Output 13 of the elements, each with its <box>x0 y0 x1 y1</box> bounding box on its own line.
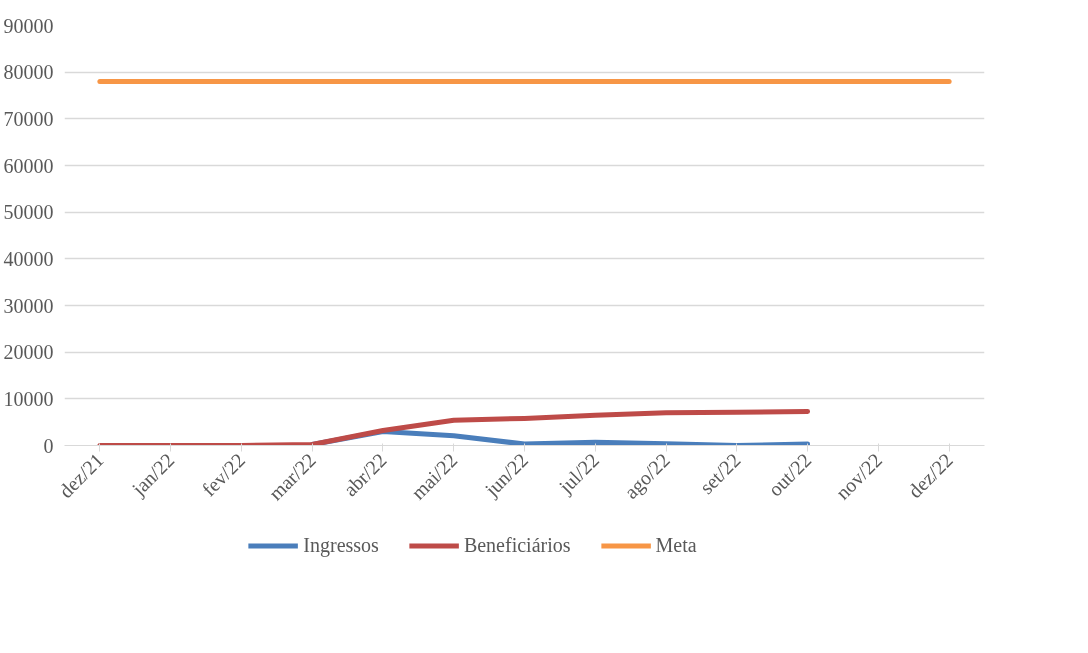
legend-label: Meta <box>655 533 697 557</box>
legend-label: Beneficiários <box>463 533 571 557</box>
y-tick-label: 40000 <box>3 247 54 270</box>
y-tick-label: 20000 <box>3 341 54 364</box>
y-tick-label: 10000 <box>3 387 54 410</box>
y-tick-label: 30000 <box>3 294 54 317</box>
y-tick-label: 70000 <box>3 107 54 130</box>
y-tick-label: 0 <box>43 434 54 457</box>
y-tick-label: 90000 <box>3 14 54 37</box>
legend-label: Ingressos <box>303 533 379 557</box>
y-tick-label: 80000 <box>3 61 54 84</box>
y-tick-label: 60000 <box>3 154 54 177</box>
y-tick-label: 50000 <box>3 201 54 224</box>
